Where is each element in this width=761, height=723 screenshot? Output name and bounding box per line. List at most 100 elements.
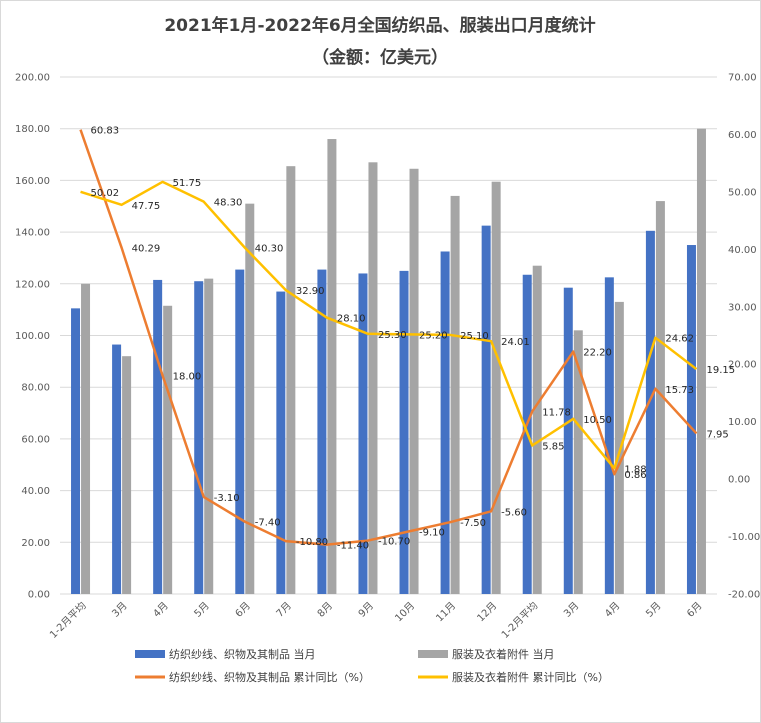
right-tick-label: 0.00	[728, 475, 750, 486]
bar-garment	[122, 356, 132, 594]
bar-textile	[71, 308, 81, 594]
x-tick-label: 4月	[602, 600, 622, 620]
data-label: -9.10	[419, 527, 445, 538]
x-tick-label: 10月	[393, 600, 418, 625]
left-tick-label: 140.00	[15, 228, 50, 239]
x-tick-label: 5月	[643, 600, 663, 620]
right-tick-label: 40.00	[728, 245, 757, 256]
left-tick-label: 20.00	[21, 538, 50, 549]
data-label: 48.30	[214, 198, 243, 209]
right-tick-label: 10.00	[728, 417, 757, 428]
bar-textile	[235, 269, 245, 594]
right-axis-ticks: -20.00 -10.00 0.00 10.00 20.00 30.00 40.00 50.0…	[728, 73, 760, 601]
x-tick-label: 8月	[315, 600, 335, 620]
data-label: 7.95	[706, 429, 728, 440]
bar-garment	[81, 283, 91, 594]
x-tick-label: 1-2月平均	[499, 600, 540, 641]
bar-textile	[194, 281, 204, 594]
data-label: -10.70	[378, 537, 410, 548]
bar-garment	[614, 301, 624, 594]
data-label: 11.78	[542, 407, 571, 418]
bar-garment	[655, 201, 665, 594]
data-label: 1.88	[624, 464, 646, 475]
bar-textile	[686, 245, 696, 594]
data-label: 25.10	[460, 331, 489, 342]
data-label: 15.73	[665, 385, 694, 396]
bar-textile	[563, 287, 573, 594]
right-tick-label: 20.00	[728, 360, 757, 371]
bar-textile	[317, 269, 327, 594]
right-tick-label: 70.00	[728, 73, 757, 84]
bar-garment	[450, 195, 460, 594]
bar-textile	[358, 273, 368, 594]
data-label: 24.01	[501, 337, 530, 348]
left-tick-label: 160.00	[15, 176, 50, 187]
left-tick-label: 80.00	[21, 383, 50, 394]
data-label: 19.15	[706, 365, 735, 376]
x-tick-label: 12月	[475, 600, 500, 625]
bar-garment	[491, 181, 501, 594]
x-tick-label: 5月	[192, 600, 212, 620]
bar-garment	[532, 265, 542, 594]
data-labels: 60.83 40.29 18.00 -3.10 -7.40 -10.80 -11.40 -10…	[91, 126, 736, 552]
left-tick-label: 180.00	[15, 124, 50, 135]
legend-label: 纺织纱线、织物及其制品 累计同比（%）	[169, 670, 370, 684]
left-tick-label: 60.00	[21, 434, 50, 445]
chart-title: 2021年1月-2022年6月全国纺织品、服装出口月度统计	[164, 15, 595, 36]
legend-swatch	[418, 650, 448, 658]
legend-swatch	[135, 650, 165, 658]
data-label: 0.86	[624, 470, 646, 481]
bars	[71, 128, 706, 595]
data-label: 28.10	[337, 314, 366, 325]
right-tick-label: -10.00	[728, 532, 760, 543]
data-label: -7.40	[255, 518, 281, 529]
legend-label: 纺织纱线、织物及其制品 当月	[169, 647, 316, 661]
legend-label: 服装及衣着附件 当月	[452, 647, 555, 661]
x-tick-label: 7月	[274, 600, 294, 620]
data-label: 47.75	[132, 201, 161, 212]
data-label: 50.02	[91, 188, 120, 199]
data-label: 40.29	[132, 244, 161, 255]
bar-garment	[409, 168, 419, 594]
data-label: 25.20	[419, 330, 448, 341]
bar-textile	[481, 225, 491, 594]
bar-garment	[245, 203, 255, 595]
x-tick-label: 3月	[110, 600, 130, 620]
data-label: -10.80	[296, 537, 328, 548]
bar-textile	[645, 230, 655, 594]
line-textile-yoy	[79, 129, 698, 546]
right-tick-label: -20.00	[728, 590, 760, 601]
line-garment-yoy	[80, 180, 698, 470]
x-tick-label: 11月	[434, 600, 459, 625]
bar-garment	[573, 330, 583, 594]
bar-garment	[327, 139, 337, 595]
left-axis-ticks: 0.00 20.00 40.00 60.00 80.00 100.00 120.00 140.…	[15, 73, 50, 601]
bar-garment	[368, 162, 378, 594]
data-label: 60.83	[91, 126, 120, 137]
bar-garment	[286, 166, 296, 594]
data-label: -5.60	[501, 507, 527, 518]
data-label: 24.62	[665, 334, 694, 345]
right-tick-label: 50.00	[728, 187, 757, 198]
x-tick-label: 9月	[356, 600, 376, 620]
data-label: 40.30	[255, 244, 284, 255]
data-label: -3.10	[214, 493, 240, 504]
x-tick-label: 1-2月平均	[47, 600, 88, 641]
chart-subtitle: （金额：亿美元）	[312, 47, 448, 68]
left-tick-label: 40.00	[21, 486, 50, 497]
data-label: 25.30	[378, 330, 407, 341]
data-label: 5.85	[542, 442, 564, 453]
left-tick-label: 120.00	[15, 279, 50, 290]
bar-textile	[153, 279, 163, 594]
left-tick-label: 0.00	[28, 590, 50, 601]
bar-garment	[696, 128, 706, 594]
x-axis-ticks: 1-2月平均 3月 4月 5月 6月 7月 8月 9月 10月 11月 12月 1-2月平均 3月 4月 5…	[47, 600, 704, 641]
legend-label: 服装及衣着附件 累计同比（%）	[452, 670, 609, 684]
bar-garment	[204, 278, 214, 594]
x-tick-label: 3月	[561, 600, 581, 620]
data-label: 18.00	[173, 372, 202, 383]
lines	[79, 129, 698, 546]
data-label: 32.90	[296, 286, 325, 297]
